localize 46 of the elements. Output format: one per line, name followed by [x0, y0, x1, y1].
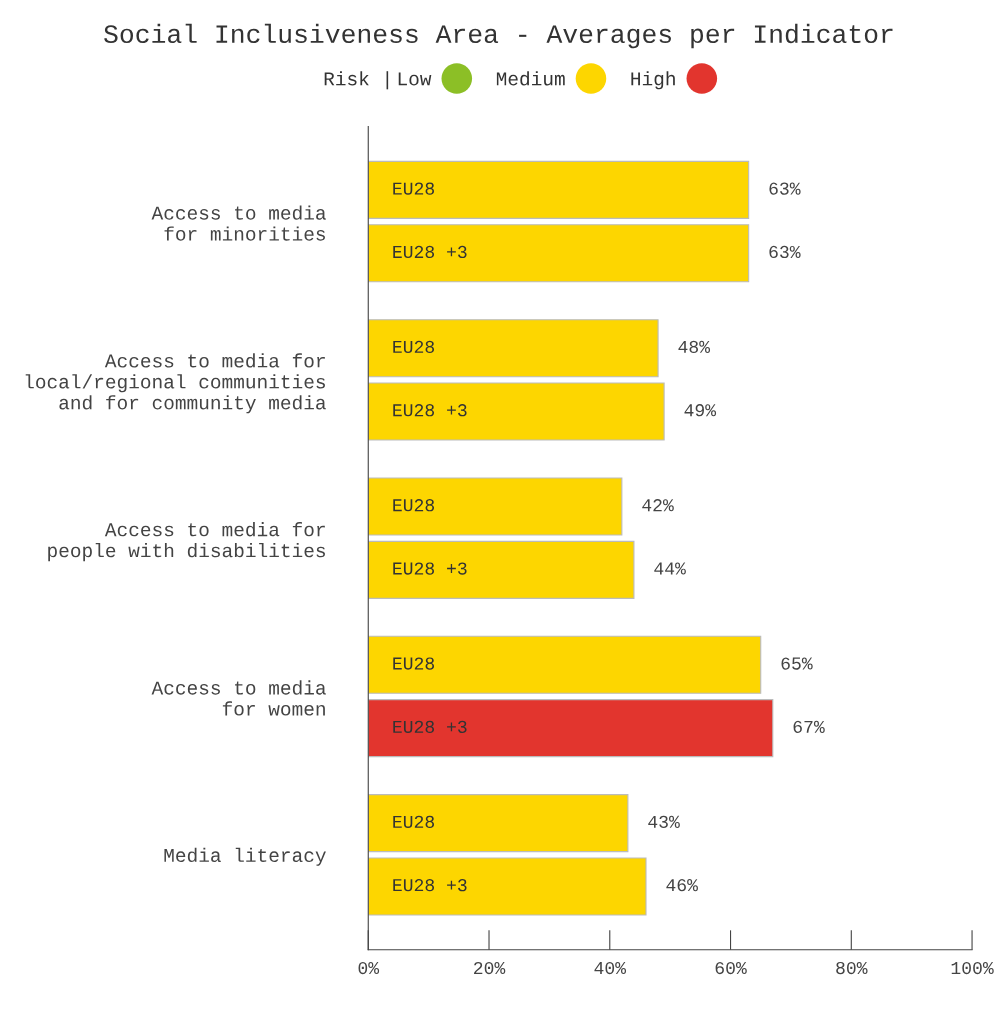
bar	[368, 857, 647, 916]
y-tick-label: Access to media for minorities	[151, 205, 326, 241]
bar	[368, 635, 762, 694]
text: EU28	[393, 340, 435, 354]
bar	[368, 160, 750, 219]
x-tick-label: 60%	[715, 961, 747, 975]
x-tick-label: 20%	[474, 961, 506, 975]
x-tick-label: 80%	[836, 961, 868, 975]
legend-label: High	[631, 71, 675, 90]
legend-title: Risk |	[324, 71, 389, 90]
legend-label: Low	[398, 72, 432, 86]
data-label: 63%	[769, 245, 801, 259]
bar	[368, 319, 659, 378]
bar	[368, 794, 629, 853]
data-label: 42%	[642, 499, 674, 512]
text: EU28	[393, 182, 435, 195]
data-label: 46%	[666, 879, 698, 892]
text: EU28	[393, 815, 435, 828]
data-label: 65%	[781, 657, 813, 670]
chart-title: Social Inclusiveness Area - Averages per Indicator	[104, 23, 893, 49]
text: EU28	[393, 499, 435, 512]
data-label: 48%	[678, 340, 711, 354]
bar	[368, 540, 635, 599]
x-tick-label: 40%	[594, 961, 627, 975]
x-tick-label: 100%	[951, 961, 994, 975]
y-tick-label: Access to media for local/regional communities and for community media	[25, 353, 326, 414]
series-label: EU28 +3	[393, 245, 467, 259]
data-label: 67%	[793, 720, 825, 733]
text: EU28 +3	[393, 404, 467, 417]
y-tick-label: Media literacy	[164, 847, 326, 866]
x-tick-label: 0%	[358, 961, 380, 975]
text: EU28 +3	[393, 720, 467, 733]
series-label: EU28	[393, 657, 435, 670]
bar	[368, 382, 665, 441]
y-tick-label: Access to media for people with disabilities	[48, 522, 325, 562]
legend-label: Medium	[496, 71, 565, 86]
bar	[368, 224, 750, 283]
data-label: 49%	[684, 404, 717, 417]
text: EU28 +3	[393, 879, 467, 892]
data-label: 63%	[769, 182, 801, 195]
text: EU28 +3	[393, 562, 467, 575]
bar	[368, 699, 774, 758]
bar	[368, 477, 623, 536]
data-label: 44%	[654, 562, 686, 575]
data-label: 43%	[648, 815, 680, 828]
y-tick-label: Access to media for women	[151, 680, 326, 716]
